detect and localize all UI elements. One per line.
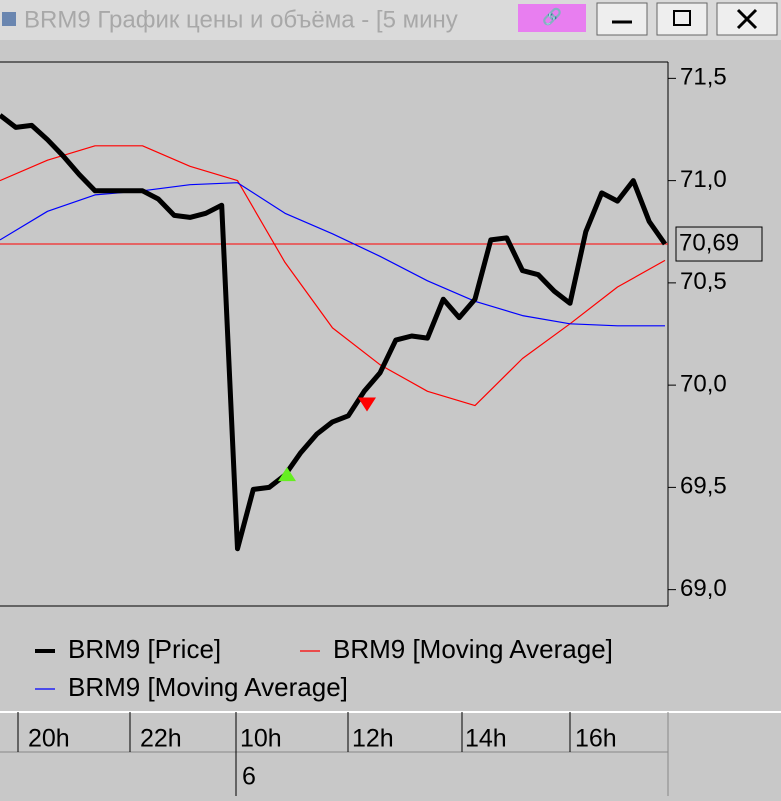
legend-label: BRM9 [Moving Average]	[333, 634, 613, 664]
link-icon: 🔗	[542, 7, 562, 26]
time-label: 20h	[28, 725, 70, 753]
legend-label: BRM9 [Price]	[68, 634, 221, 664]
close-icon	[736, 8, 758, 30]
date-label: 6	[242, 763, 256, 791]
title-bar	[0, 0, 781, 40]
legend-label: BRM9 [Moving Average]	[68, 672, 348, 702]
y-tick-label: 71,0	[680, 166, 727, 193]
y-tick-label: 70,5	[680, 268, 727, 295]
time-label: 12h	[352, 725, 394, 753]
maximize-icon	[673, 10, 691, 26]
time-label: 10h	[240, 725, 282, 753]
y-tick-label: 69,0	[680, 575, 727, 602]
window-title: BRM9 График цены и объёма - [5 мину	[24, 6, 458, 33]
time-label: 14h	[465, 725, 507, 753]
series-line	[0, 145, 666, 407]
series-line	[0, 113, 668, 552]
last-price-label: 70,69	[679, 229, 739, 256]
last-price-box	[675, 226, 763, 262]
plot-area	[0, 61, 669, 607]
time-label: 16h	[575, 725, 617, 753]
sell-signal	[358, 397, 376, 412]
link-button[interactable]	[518, 4, 586, 32]
minimize-button[interactable]	[596, 2, 648, 36]
y-tick-label: 69,5	[680, 473, 727, 500]
y-tick-label: 71,5	[680, 64, 727, 91]
series-line	[0, 182, 665, 327]
buy-signal	[278, 467, 296, 482]
y-tick-label: 70,0	[680, 370, 727, 397]
time-label: 22h	[140, 725, 182, 753]
window-icon	[2, 12, 16, 26]
maximize-button[interactable]	[656, 2, 708, 36]
